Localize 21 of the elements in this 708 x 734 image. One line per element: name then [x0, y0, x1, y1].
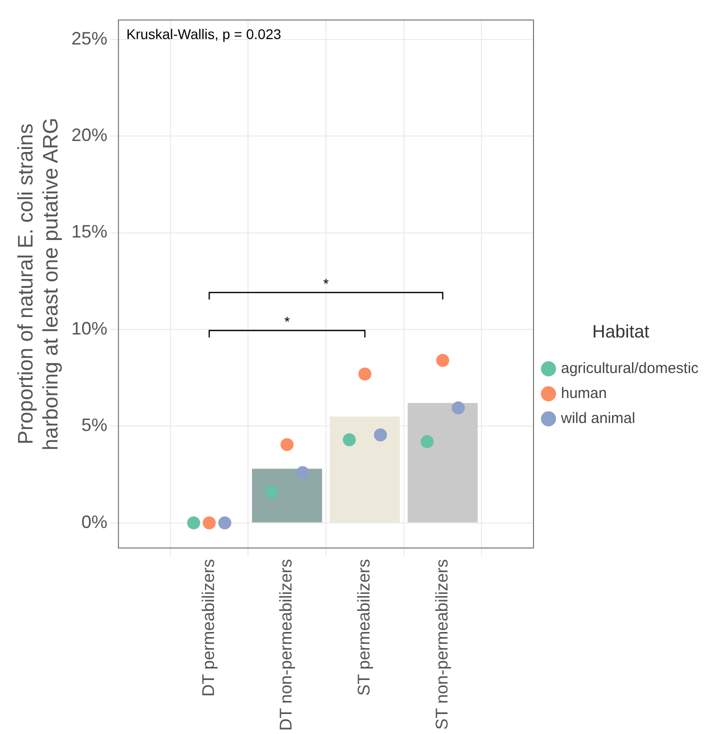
annotation: Kruskal-Wallis, p = 0.023 [126, 26, 282, 42]
legend-title: Habitat [592, 322, 650, 342]
legend-label: agricultural/domestic [561, 360, 700, 377]
legend-label: wild animal [560, 410, 636, 427]
y-tick-label: 15% [71, 222, 108, 242]
x-tick-label: ST non-permeabilizers [432, 559, 452, 730]
y-tick-label: 0% [81, 512, 108, 532]
y-tick-label: 10% [71, 318, 108, 338]
x-tick-label: DT non-permeabilizers [276, 559, 296, 731]
y-tick-label: 25% [71, 28, 108, 48]
legend-label: human [561, 384, 607, 402]
y-tick-label: 5% [81, 415, 108, 436]
x-tick-label: ST permeabilizers [354, 559, 374, 696]
bar [252, 468, 322, 522]
annotation: * [284, 313, 290, 330]
y-tick-label: 20% [71, 125, 108, 146]
y-axis-title: Proportion of natural E. coli strains harboring at least one putative ARG [14, 118, 63, 450]
annotation: * [323, 275, 330, 292]
bar [330, 416, 400, 522]
x-tick-label: DT permeabilizers [198, 559, 218, 697]
bar [408, 402, 478, 522]
